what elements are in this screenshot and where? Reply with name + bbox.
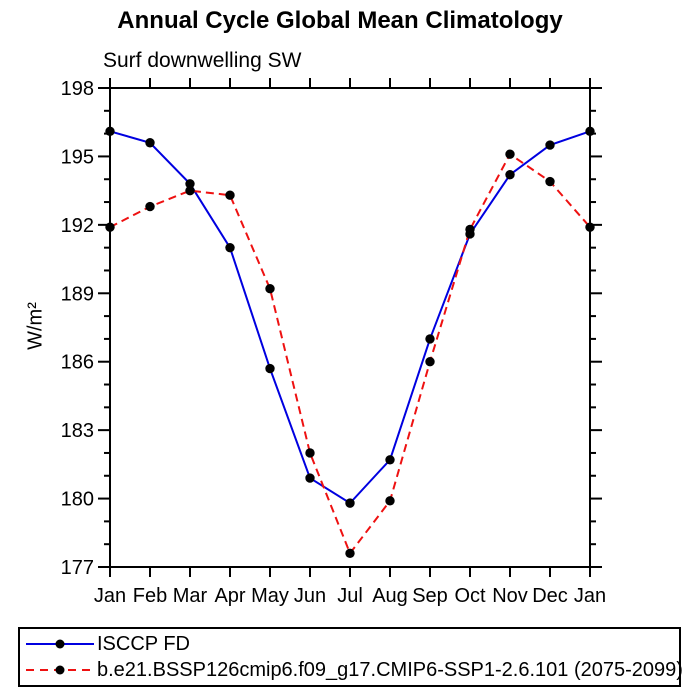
x-tick-label: Oct	[454, 585, 486, 607]
data-point	[425, 334, 435, 344]
x-tick-label: Aug	[372, 585, 408, 607]
y-tick-label: 198	[61, 78, 94, 100]
data-point	[305, 473, 315, 483]
x-tick-label: Jan	[574, 585, 606, 607]
series-line-1	[109, 152, 591, 556]
y-tick-label: 192	[61, 215, 94, 237]
axis-ticks	[98, 78, 602, 577]
x-tick-label: Jun	[294, 585, 326, 607]
legend-label-isccp-fd: ISCCP FD	[97, 633, 190, 655]
series-markers-1	[105, 149, 595, 559]
legend-line-sample-dashed	[26, 665, 94, 675]
chart-title: Annual Cycle Global Mean Climatology	[117, 7, 563, 34]
data-point	[305, 448, 315, 458]
data-point	[225, 242, 235, 253]
plot-area: Jan Feb Mar Apr May Jun Jul Aug Sep Oct Nov Dec Jan1…	[61, 78, 607, 607]
series-line-0	[109, 130, 591, 505]
data-point	[505, 169, 515, 180]
data-point	[105, 126, 115, 137]
y-tick-label: 177	[61, 557, 94, 579]
y-tick-label: 180	[61, 489, 94, 511]
x-tick-label: Dec	[532, 585, 568, 607]
legend-line-sample-solid	[26, 639, 94, 649]
legend-item-isccp-fd: ISCCP FD	[25, 631, 679, 657]
series-markers-0	[105, 126, 595, 508]
y-tick-label: 186	[61, 352, 94, 374]
x-tick-label: Nov	[492, 585, 528, 607]
data-point	[345, 498, 355, 508]
x-tick-label: May	[251, 585, 289, 607]
data-point	[265, 284, 275, 294]
legend: ISCCP FD b.e21.BSSP126cmip6.f09_g17.CMIP…	[18, 627, 683, 687]
data-point	[425, 357, 435, 367]
data-point	[345, 548, 355, 559]
x-tick-label: Sep	[412, 585, 448, 607]
x-tick-label: Apr	[214, 585, 245, 607]
data-point	[585, 126, 595, 137]
data-point	[185, 185, 195, 196]
y-tick-label: 183	[61, 420, 94, 442]
legend-label-model: b.e21.BSSP126cmip6.f09_g17.CMIP6-SSP1-2.…	[97, 659, 683, 681]
axis-tick-labels: Jan Feb Mar Apr May Jun Jul Aug Sep Oct Nov Dec Jan1…	[61, 78, 607, 607]
y-tick-label: 189	[61, 283, 94, 305]
data-point	[385, 455, 395, 465]
data-point	[105, 222, 115, 232]
data-point	[545, 140, 555, 150]
x-tick-label: Mar	[173, 585, 208, 607]
data-point	[185, 179, 195, 189]
data-point	[145, 138, 155, 148]
x-tick-label: Feb	[133, 585, 167, 607]
data-point	[465, 224, 475, 235]
legend-marker-dot-icon	[55, 639, 65, 649]
legend-item-model: b.e21.BSSP126cmip6.f09_g17.CMIP6-SSP1-2.…	[25, 657, 683, 683]
x-tick-label: Jul	[337, 585, 363, 607]
data-point	[225, 190, 235, 200]
data-point	[545, 176, 555, 187]
y-tick-label: 195	[61, 146, 94, 168]
chart-subtitle: Surf downwelling SW	[103, 49, 302, 72]
data-point	[265, 363, 275, 374]
data-point	[385, 496, 395, 506]
x-tick-label: Jan	[94, 585, 126, 607]
data-point	[585, 222, 595, 232]
data-point	[145, 201, 155, 212]
data-point	[505, 149, 515, 159]
legend-marker-dot-icon	[55, 665, 65, 675]
